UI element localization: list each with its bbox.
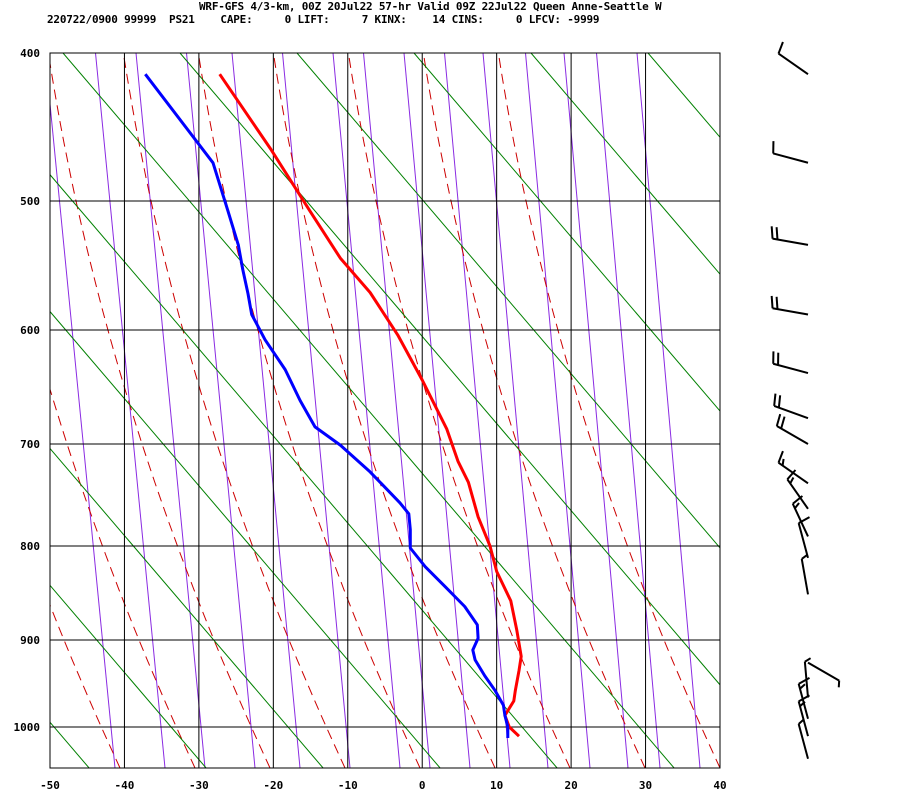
moist-adiabat [197,53,421,768]
dry-adiabat [179,53,720,686]
mixing-ratio-line [186,53,256,768]
dry-adiabat [413,53,720,412]
mixing-ratio-line [50,98,116,768]
wind-barb [800,554,809,595]
mixing-ratio-line [596,53,661,768]
mixing-ratio-line [135,53,206,768]
wind-barb [791,495,809,537]
dry-adiabat [50,173,558,768]
x-tick-label: 30 [639,779,652,792]
moist-adiabat [50,603,121,768]
moist-adiabat [50,60,271,768]
traces [144,73,523,738]
dry-adiabat [296,53,720,549]
x-tick-label: -50 [40,779,60,792]
grid [49,52,721,769]
wind-barb [772,351,809,375]
mixing-ratio-line [636,53,701,768]
dry-adiabat [50,721,90,768]
wind-barb [775,413,809,445]
plot-frame [49,52,721,769]
moist-adiabat [347,53,571,768]
wind-barbs [770,41,841,759]
y-tick-label: 900 [20,634,40,647]
mixing-ratio-line [525,53,591,768]
dry-adiabat [530,53,720,275]
wind-barb [797,516,810,559]
mixing-ratio-line [482,53,549,768]
y-tick-label: 1000 [14,721,41,734]
wind-barb [777,41,809,76]
x-tick-label: 40 [713,779,726,792]
dry-adiabat [62,53,675,768]
tick-labels: -50 -40 -30 -20 -10 0 10 20 30 40 400 500 600 700 800 9… [14,47,727,792]
wind-barb [773,393,809,420]
wind-barb [807,661,841,688]
dry-adiabat [50,447,324,768]
x-tick-label: -40 [115,779,135,792]
dry-adiabat [50,584,207,768]
temperature-line [218,73,523,738]
moist-adiabat [422,53,646,768]
moist-adiabat [0,53,45,768]
x-tick-label: -10 [338,779,358,792]
y-tick-label: 700 [20,438,40,451]
moist-adiabat [50,387,196,768]
dewpoint-line [144,73,510,738]
y-tick-label: 600 [20,324,40,337]
y-tick-label: 500 [20,195,40,208]
y-tick-label: 400 [20,47,40,60]
mixing-ratio-line [332,53,401,768]
moist-adiabat [272,53,496,768]
background-lines [0,53,720,768]
mixing-ratio-line [444,53,511,768]
chart-title: WRF-GFS 4/3-km, 00Z 20Jul22 57-hr Valid … [199,0,662,13]
sounding-indices: 220722/0900 99999 PS21 CAPE: 0 LIFT: 7 K… [47,13,600,26]
wind-barb [786,469,809,510]
mixing-ratio-line [95,53,166,768]
mixing-ratio-line [363,53,431,768]
x-tick-label: -30 [189,779,209,792]
x-tick-label: 20 [564,779,577,792]
wind-barb [770,295,809,316]
dry-adiabat [647,53,720,139]
y-tick-label: 800 [20,540,40,553]
moist-adiabat [497,53,720,768]
wind-barb [797,718,809,759]
x-tick-label: -20 [263,779,283,792]
mixing-ratio-line [231,53,301,768]
x-tick-label: 0 [419,779,426,792]
wind-barb [797,694,810,737]
x-tick-label: 10 [490,779,503,792]
moist-adiabat [122,53,346,768]
wind-barb [797,677,810,719]
dry-adiabat [50,310,441,768]
wind-barb [770,226,809,246]
wind-barb [772,141,809,164]
mixing-ratio-line [563,53,629,768]
